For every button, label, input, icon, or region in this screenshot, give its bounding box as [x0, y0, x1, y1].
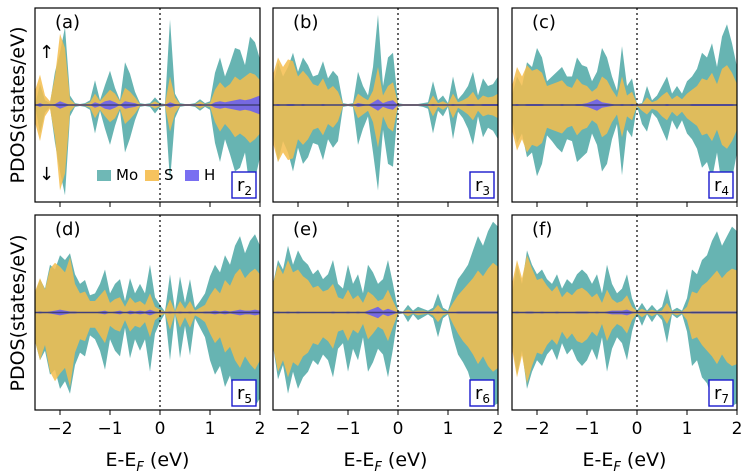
panel-a: (a)r2↑↓ Mo S H [34, 7, 261, 207]
x-tick-label: 0 [393, 419, 404, 439]
S-spin-down-area [35, 312, 260, 387]
S-spin-down-area [273, 312, 498, 378]
panel-label: (d) [55, 219, 80, 240]
x-tick-label: −1 [97, 419, 122, 439]
legend-swatch-s [145, 170, 159, 181]
panel-d: −2 −1 0 1 2(d)r5E-EF (eV) [34, 214, 266, 475]
H-spin-down-area [512, 312, 737, 316]
S-spin-up-area [273, 260, 498, 313]
x-tick-label: 2 [493, 419, 504, 439]
H-spin-up-area [512, 309, 737, 313]
panels-group: (a)r2↑↓ Mo S H(b)r3(c)r4−2 −1 0 1 2(d)r5E-EF (e… [34, 7, 743, 475]
panel-frame [34, 214, 261, 411]
mo-spin-down-area [512, 105, 737, 196]
mo-spin-down-area [273, 105, 498, 191]
r-tag-box [708, 171, 734, 199]
S-spin-down-area [512, 105, 737, 153]
S-spin-up-area [512, 65, 737, 105]
spin-down-arrow: ↓ [39, 164, 54, 185]
x-axis-label: E-EF (eV) [106, 449, 190, 475]
panel-frame [511, 214, 738, 411]
spin-up-arrow: ↑ [39, 42, 54, 63]
panel-e: −2 −1 0 1 2(e)r6E-EF (eV) [272, 214, 504, 475]
plot-area [35, 8, 260, 202]
S-spin-up-area [273, 57, 498, 105]
x-tick-label: 1 [205, 419, 216, 439]
x-tick-label: −1 [335, 419, 360, 439]
x-axis-label-main: E-E [106, 449, 137, 471]
r-tag-box [708, 379, 734, 407]
x-tick-label: 0 [155, 419, 166, 439]
plot-area [512, 215, 737, 410]
panel-frame [511, 7, 738, 203]
plot-area [512, 8, 737, 202]
r-tag-subscript: 3 [482, 184, 490, 198]
mo-spin-up-area [512, 226, 737, 313]
panel-label: (f) [532, 219, 552, 240]
legend-swatch-mo [97, 170, 111, 181]
plot-area [35, 215, 260, 410]
H-spin-up-area [273, 99, 498, 105]
r-tag-subscript: 2 [244, 184, 252, 198]
legend-label-s: S [164, 166, 174, 184]
r-tag-subscript: 7 [721, 392, 729, 406]
x-tick-label: 0 [632, 419, 643, 439]
legend-swatch-h [185, 170, 199, 181]
x-tick-label: −2 [285, 419, 310, 439]
x-axis-label-sub: F [374, 460, 382, 475]
mo-spin-up-area [273, 14, 498, 105]
x-tick-label: 1 [443, 419, 454, 439]
mo-spin-down-area [35, 312, 260, 407]
y-axis-label-bottom: PDOS(states/eV) [7, 234, 29, 391]
plot-area [273, 215, 498, 410]
x-axis-label-main: E-E [583, 449, 614, 471]
x-tick-label: 2 [732, 419, 743, 439]
plot-area [273, 8, 498, 202]
r-tag-box [231, 379, 257, 407]
H-spin-up-area [35, 95, 260, 105]
mo-spin-up-area [512, 24, 737, 105]
panel-b: (b)r3 [272, 7, 499, 207]
y-axis-label-top: PDOS(states/eV) [7, 26, 29, 183]
r-tag-subscript: 5 [244, 392, 252, 406]
panel-frame [272, 214, 499, 411]
x-tick-label: 1 [682, 419, 693, 439]
x-axis-label-unit: (eV) [621, 449, 667, 471]
panel-c: (c)r4 [511, 7, 738, 207]
r-tag-subscript: 4 [721, 184, 729, 198]
H-spin-down-area [273, 105, 498, 111]
r-tag-box [469, 379, 495, 407]
x-tick-label: −1 [574, 419, 599, 439]
r-tag-subscript: 6 [482, 392, 490, 406]
panel-frame [34, 7, 261, 203]
S-spin-up-area [35, 257, 260, 313]
legend-label-mo: Mo [116, 166, 138, 184]
x-axis-label-unit: (eV) [382, 449, 428, 471]
x-axis-label-sub: F [136, 460, 144, 475]
x-axis-label-sub: F [613, 460, 621, 475]
r-tag-box [231, 171, 257, 199]
x-axis-label: E-EF (eV) [344, 449, 428, 475]
x-axis-label-main: E-E [344, 449, 375, 471]
legend-label-h: H [204, 166, 215, 184]
x-tick-label: 2 [255, 419, 266, 439]
S-spin-up-area [35, 33, 260, 105]
H-spin-down-area [35, 105, 260, 115]
r-tag-box [469, 171, 495, 199]
panel-f: −2 −1 0 1 2(f)r7E-EF (eV) [511, 214, 743, 475]
x-axis-label-unit: (eV) [144, 449, 190, 471]
x-tick-label: −2 [524, 419, 549, 439]
S-spin-down-area [512, 312, 737, 384]
x-tick-label: −2 [47, 419, 72, 439]
S-spin-down-area [35, 105, 260, 191]
panel-frame [272, 7, 499, 203]
S-spin-down-area [273, 105, 498, 162]
panel-label: (e) [293, 219, 318, 240]
panel-label: (c) [532, 12, 556, 33]
x-axis-label: E-EF (eV) [583, 449, 667, 475]
panel-label: (a) [55, 12, 80, 33]
panel-label: (b) [293, 12, 318, 33]
S-spin-up-area [512, 255, 737, 313]
